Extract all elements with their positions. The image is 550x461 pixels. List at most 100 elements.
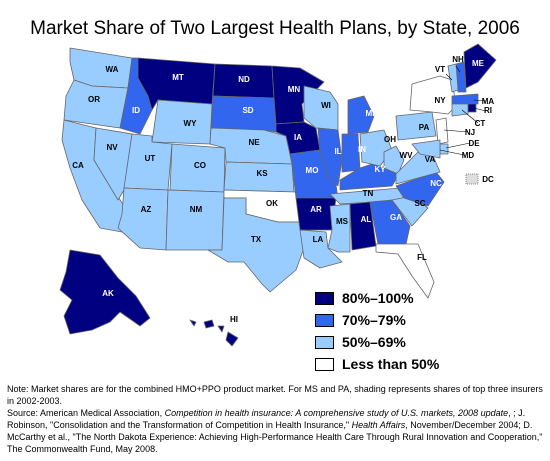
legend-label: 70%–79% [342, 312, 406, 328]
state-ma [451, 93, 479, 105]
state-label-mo: MO [306, 166, 319, 175]
state-nj [435, 117, 449, 145]
state-label-ok: OK [266, 199, 278, 208]
state-label-al: AL [361, 215, 372, 224]
leader-line-ma [473, 99, 487, 102]
state-label-me: ME [472, 59, 485, 68]
state-vt [447, 63, 459, 93]
state-la [299, 229, 343, 269]
source-title-health-affairs: Health Affairs [351, 420, 406, 430]
state-sd [210, 95, 277, 133]
state-nm [165, 189, 225, 251]
legend-swatch [315, 358, 334, 371]
us-map: WA OR CA NV ID MT WY UT AZ CO NM ND SD NE KS OK TX MN IA MO… [59, 43, 497, 347]
state-label-wa: WA [106, 65, 119, 74]
state-wy [151, 99, 213, 145]
source-prefix: Source: American Medical Association, [7, 408, 165, 418]
state-ak [59, 249, 151, 335]
state-label-de: DE [468, 139, 480, 148]
state-va [395, 149, 441, 185]
state-label-il: IL [334, 147, 341, 156]
state-label-wv: WV [400, 151, 414, 160]
state-de [439, 143, 449, 155]
note-text: Note: Market shares are for the combined… [7, 384, 543, 406]
state-az [117, 187, 169, 251]
state-or [63, 79, 129, 129]
state-label-ar: AR [310, 205, 322, 214]
source-title-ama: Competition in health insurance: A compr… [164, 408, 509, 418]
state-label-ny: NY [434, 96, 446, 105]
state-label-az: AZ [141, 205, 152, 214]
footnotes: Note: Market shares are for the combined… [7, 383, 547, 455]
page-title: Market Share of Two Largest Health Plans… [30, 18, 520, 39]
state-label-mn: MN [288, 85, 301, 94]
state-label-wi: WI [321, 101, 331, 110]
state-md [411, 139, 441, 159]
state-dc [465, 173, 479, 185]
state-label-id: ID [132, 106, 140, 115]
state-label-ca: CA [72, 161, 84, 170]
leader-line-md [439, 149, 465, 156]
legend-swatch [315, 292, 334, 305]
state-label-nj: NJ [465, 128, 475, 137]
state-label-ri: RI [484, 106, 492, 115]
state-label-ne: NE [248, 138, 260, 147]
leader-line-ri [473, 107, 487, 112]
state-fl [375, 243, 435, 299]
state-label-mi: MI [366, 109, 375, 118]
state-label-wy: WY [184, 119, 198, 128]
state-label-ga: GA [390, 213, 402, 222]
legend-swatch [315, 336, 334, 349]
leader-line-de [445, 142, 471, 149]
state-label-ct: CT [475, 119, 486, 128]
state-label-nc: NC [430, 179, 442, 188]
state-label-tx: TX [251, 235, 262, 244]
state-label-nh: NH [452, 55, 464, 64]
state-label-sc: SC [414, 199, 425, 208]
state-label-oh: OH [384, 135, 396, 144]
state-label-nd: ND [238, 75, 250, 84]
state-label-ia: IA [294, 133, 302, 142]
state-pa [395, 111, 437, 141]
state-label-ma: MA [482, 97, 495, 106]
state-label-ut: UT [145, 154, 156, 163]
state-label-la: LA [313, 235, 324, 244]
legend-swatch [315, 314, 334, 327]
legend-label: 50%–69% [342, 334, 406, 350]
state-hi [189, 319, 239, 347]
state-label-ms: MS [336, 217, 349, 226]
leader-line-nh [455, 65, 461, 73]
state-label-fl: FL [417, 253, 427, 262]
leader-line-vt [445, 73, 453, 81]
legend-label: Less than 50% [342, 356, 440, 372]
state-label-nm: NM [190, 205, 203, 214]
state-ny [409, 75, 457, 115]
state-ar [295, 197, 337, 231]
state-label-tn: TN [363, 189, 374, 198]
state-label-ky: KY [374, 165, 386, 174]
state-label-vt: VT [435, 65, 445, 74]
state-ga [369, 199, 411, 245]
state-label-mt: MT [172, 73, 184, 82]
source-end: , November/December 2004; D. McCarthy et… [7, 420, 543, 454]
state-nv [93, 127, 133, 201]
state-label-md: MD [462, 151, 475, 160]
state-label-ks: KS [256, 169, 268, 178]
state-label-pa: PA [419, 123, 430, 132]
legend-label: 80%–100% [342, 290, 414, 306]
state-il [317, 127, 343, 187]
source-middle: , ; J. Robinson, "Consolidation and the … [7, 408, 526, 430]
state-ct [451, 103, 469, 117]
state-label-co: CO [194, 161, 206, 170]
state-label-sd: SD [242, 106, 253, 115]
state-wv [383, 145, 405, 175]
leader-line-ct [461, 109, 479, 124]
state-label-hi: HI [230, 315, 238, 324]
state-label-in: IN [358, 145, 366, 154]
state-label-dc: DC [482, 175, 494, 184]
source-text: Source: American Medical Association, Co… [7, 407, 547, 455]
state-mn [271, 65, 325, 125]
state-mi [347, 95, 375, 135]
state-tx [207, 197, 305, 293]
state-label-va: VA [425, 155, 436, 164]
